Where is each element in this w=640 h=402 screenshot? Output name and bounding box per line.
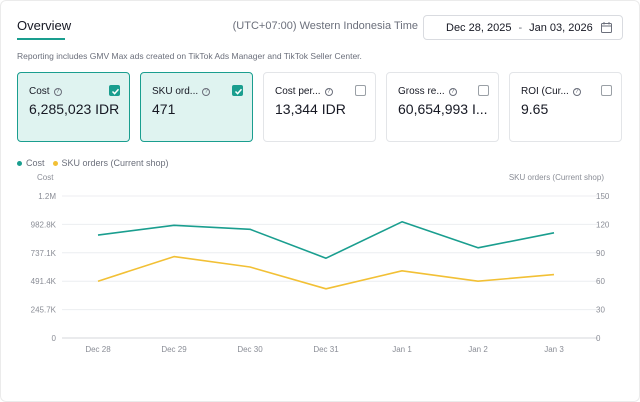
metric-card[interactable]: Cost per...? 13,344 IDR xyxy=(263,72,376,142)
left-tick-label: 245.7K xyxy=(31,306,57,315)
calendar-icon[interactable] xyxy=(601,22,612,33)
x-tick-label: Jan 1 xyxy=(392,345,412,354)
metric-card-title: Cost per...? xyxy=(275,86,333,97)
right-tick-label: 60 xyxy=(596,277,605,286)
x-tick-label: Dec 31 xyxy=(313,345,339,354)
line-chart: Cost SKU orders (Current shop) 0 0 245.7K 30 4… xyxy=(31,173,610,354)
x-tick-label: Dec 30 xyxy=(237,345,263,354)
metric-card-value: 9.65 xyxy=(521,101,549,117)
metric-checkbox[interactable] xyxy=(355,85,366,96)
series-line-cost xyxy=(97,220,555,259)
help-icon[interactable]: ? xyxy=(448,87,457,96)
metric-checkbox[interactable] xyxy=(109,85,120,96)
help-icon[interactable]: ? xyxy=(53,87,62,96)
metric-checkbox[interactable] xyxy=(601,85,612,96)
left-tick-label: 982.8K xyxy=(31,220,57,229)
legend-dot-sku-orders xyxy=(52,160,58,166)
legend-label-cost: Cost xyxy=(26,158,45,168)
date-end: Jan 03, 2026 xyxy=(529,21,593,34)
right-tick-label: 150 xyxy=(596,192,610,201)
metric-card-label: Cost per... xyxy=(275,86,321,97)
left-tick-label: 0 xyxy=(52,334,57,343)
metric-card-title: Gross re...? xyxy=(398,86,457,97)
help-icon[interactable]: ? xyxy=(572,87,581,96)
metric-card-label: Cost xyxy=(29,86,50,97)
legend-label-sku-orders: SKU orders (Current shop) xyxy=(61,158,169,168)
help-icon[interactable]: ? xyxy=(202,87,211,96)
check-icon xyxy=(234,88,243,95)
x-tick-label: Dec 29 xyxy=(161,345,187,354)
right-tick-label: 0 xyxy=(596,334,601,343)
left-axis-title: Cost xyxy=(37,173,54,182)
left-tick-label: 737.1K xyxy=(31,249,57,258)
right-tick-label: 90 xyxy=(596,249,605,258)
x-tick-label: Jan 3 xyxy=(544,345,564,354)
legend-dot-cost xyxy=(17,160,22,166)
metric-checkbox[interactable] xyxy=(232,85,243,96)
metric-card-value: 471 xyxy=(152,101,176,117)
left-tick-label: 1.2M xyxy=(38,192,56,201)
metric-card-value: 13,344 IDR xyxy=(275,101,346,117)
metric-card-value: 6,285,023 IDR xyxy=(29,101,120,117)
left-tick-label: 491.4K xyxy=(31,277,57,286)
metric-card-title: ROI (Cur...? xyxy=(521,86,581,97)
reporting-note: Reporting includes GMV Max ads created o… xyxy=(17,51,362,61)
right-axis-title: SKU orders (Current shop) xyxy=(509,173,604,182)
metric-card-label: ROI (Cur... xyxy=(521,86,569,97)
chart-legend: Cost SKU orders (Current shop) xyxy=(17,158,177,168)
metric-card[interactable]: Cost? 6,285,023 IDR xyxy=(17,72,130,142)
metric-card-title: SKU ord...? xyxy=(152,86,211,97)
metric-checkbox[interactable] xyxy=(478,85,489,96)
metric-card-title: Cost? xyxy=(29,86,62,97)
tab-underline xyxy=(17,38,65,40)
legend-item-sku-orders[interactable]: SKU orders (Current shop) xyxy=(52,158,169,168)
metric-card[interactable]: ROI (Cur...? 9.65 xyxy=(509,72,622,142)
x-tick-label: Jan 2 xyxy=(468,345,488,354)
metric-card-label: Gross re... xyxy=(398,86,445,97)
date-range-picker[interactable]: Dec 28, 2025 - Jan 03, 2026 xyxy=(423,15,623,40)
series-line-sku-orders xyxy=(97,255,555,290)
help-icon[interactable]: ? xyxy=(324,87,333,96)
metric-card[interactable]: SKU ord...? 471 xyxy=(140,72,253,142)
right-tick-label: 30 xyxy=(596,306,605,315)
metric-card[interactable]: Gross re...? 60,654,993 I... xyxy=(386,72,499,142)
timezone-label: (UTC+07:00) Western Indonesia Time xyxy=(232,20,418,32)
legend-item-cost[interactable]: Cost xyxy=(17,158,45,168)
date-separator: - xyxy=(518,21,523,34)
check-icon xyxy=(111,88,120,95)
date-start: Dec 28, 2025 xyxy=(446,21,512,34)
tab-overview[interactable]: Overview xyxy=(17,18,72,33)
metric-card-value: 60,654,993 I... xyxy=(398,101,488,117)
metric-card-label: SKU ord... xyxy=(152,86,199,97)
x-tick-label: Dec 28 xyxy=(85,345,111,354)
right-tick-label: 120 xyxy=(596,220,610,229)
